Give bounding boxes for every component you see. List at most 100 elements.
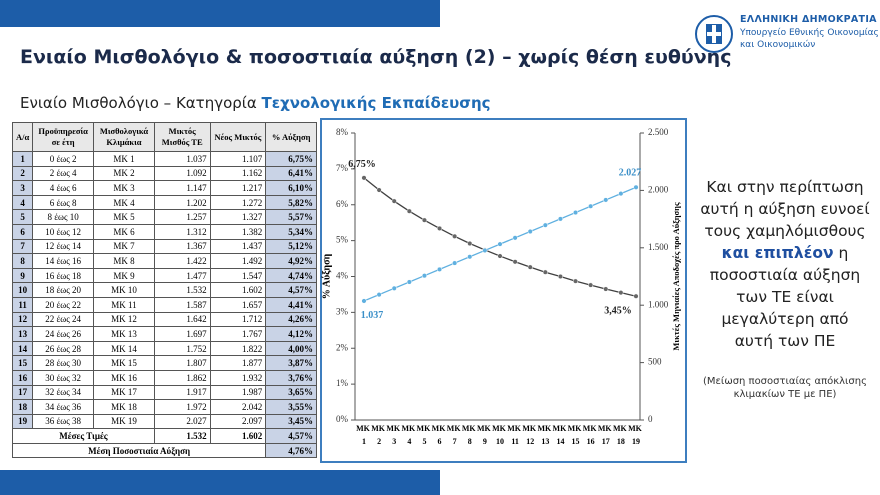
- data-point: [452, 260, 458, 266]
- y-axis-title: % Αύξηση: [321, 253, 332, 299]
- y2-tick-label: 1.500: [648, 242, 669, 252]
- data-point: [588, 282, 594, 288]
- table-cell: 10: [11, 282, 34, 298]
- data-point: [406, 208, 412, 214]
- data-point: [467, 240, 473, 247]
- y-tick-label: 0%: [336, 414, 349, 424]
- side-note-small: (Μείωση ποσοστιαίας απόκλισης κλιμακίων …: [703, 376, 867, 400]
- data-point: [361, 298, 367, 304]
- table-cell: 6,75%: [265, 151, 317, 167]
- table-row: 14 26 έως 28 ΜΚ 14 1.752 1.822 4,00%: [11, 340, 317, 357]
- logo-emblem: [695, 15, 733, 53]
- y2-tick-label: 1.000: [648, 299, 669, 309]
- table-row: Μέσες Τιμές 1.532 1.602 4,57%: [12, 428, 317, 444]
- data-point: [573, 278, 579, 284]
- table-cell: 5,82%: [265, 194, 317, 211]
- data-point: [376, 292, 382, 298]
- data-point: [603, 286, 609, 292]
- y-tick-label: 3%: [336, 306, 349, 316]
- table-cell: Α/α: [11, 122, 34, 152]
- data-point: [573, 210, 579, 216]
- y-tick-label: 6%: [336, 199, 349, 209]
- table-cell: 1.712: [209, 311, 267, 328]
- y2-tick-label: 500: [648, 357, 662, 367]
- subtitle-text: Ενιαίο Μισθολόγιο – Κατηγορία: [20, 94, 262, 112]
- data-point: [633, 184, 639, 190]
- table-row: 13 24 έως 26 ΜΚ 13 1.697 1.767 4,12%: [11, 326, 317, 342]
- table-cell: 1.382: [209, 223, 267, 240]
- data-point: [421, 217, 427, 223]
- table-cell: 9: [11, 267, 34, 284]
- data-label: 1.037: [361, 310, 384, 321]
- table-cell: % Αύξηση: [265, 122, 317, 152]
- table-cell: 3,76%: [265, 369, 317, 386]
- table-cell: 12: [11, 311, 34, 328]
- table-cell: 1.932: [209, 369, 267, 386]
- logo-line: Υπουργείο Εθνικής Οικονομίας: [740, 28, 879, 38]
- data-point: [361, 175, 367, 181]
- table-cell: Νέος Μικτός: [209, 122, 267, 152]
- data-point: [588, 203, 594, 209]
- data-label: 2.027: [619, 168, 642, 179]
- table-cell: 3: [11, 180, 34, 196]
- y2-tick-label: 2.500: [648, 127, 669, 137]
- chart-frame: [320, 118, 687, 463]
- x-tick-label: MK 15: [568, 424, 584, 446]
- data-point: [603, 197, 609, 203]
- data-point: [542, 269, 548, 275]
- x-tick-label: MK 9: [477, 424, 493, 446]
- data-point: [452, 233, 458, 239]
- table-cell: 6: [11, 223, 34, 240]
- table-cell: 4,12%: [265, 326, 317, 342]
- table-row: Μέση Ποσοστιαία Αύξηση 4,76%: [11, 442, 317, 459]
- data-point: [542, 222, 548, 228]
- data-point: [512, 235, 518, 241]
- data-point: [527, 228, 533, 235]
- table-cell: 1.437: [209, 238, 267, 255]
- subtitle-emphasis: Τεχνολογικής Εκπαίδευσης: [261, 94, 491, 112]
- note-text: η ποσοστιαία αύξηση των ΤΕ είναι μεγαλύτ…: [709, 244, 861, 350]
- y-tick-label: 7%: [336, 163, 349, 173]
- table-cell: Προϋπηρεσία σε έτη: [32, 122, 95, 152]
- table-cell: Μικτός Μισθός ΤΕ: [153, 122, 211, 152]
- table-row: 8 14 έως 16 ΜΚ 8 1.422 1.492 4,92%: [11, 253, 317, 269]
- data-point: [391, 198, 397, 204]
- subtitle: Ενιαίο Μισθολόγιο – Κατηγορία Τεχνολογικ…: [20, 94, 491, 112]
- x-tick-label: MK 19: [628, 424, 644, 446]
- y2-axis-title: Μικτές Μηνιαίες Αποδοχές προ Αύξησης: [671, 202, 681, 351]
- table-cell: 5: [11, 209, 34, 225]
- data-point: [618, 290, 624, 296]
- table-cell: 13: [11, 326, 34, 342]
- table-cell: 19: [11, 413, 34, 430]
- note-text: Και στην περίπτωση αυτή η αύξηση ευνοεί …: [700, 178, 870, 240]
- table-cell: 14: [11, 340, 34, 357]
- x-tick-label: MK 6: [432, 424, 448, 446]
- x-tick-label: MK 14: [553, 424, 569, 446]
- table-row: 19 36 έως 38 ΜΚ 19 2.027 2.097 3,45%: [11, 413, 317, 430]
- data-point: [527, 264, 533, 270]
- table-cell: 2: [11, 165, 34, 182]
- table-row: Α/α Προϋπηρεσία σε έτη Μισθολογικά Κλιμάκι…: [11, 122, 317, 152]
- logo-line: και Οικονομικών: [740, 40, 816, 50]
- table-cell: Μισθολογικά Κλιμάκια: [93, 122, 155, 152]
- table-cell: 8: [11, 253, 34, 269]
- x-tick-label: MK 12: [522, 424, 538, 446]
- data-point: [406, 279, 412, 285]
- x-tick-label: MK 10: [492, 424, 508, 446]
- table-row: 6 10 έως 12 ΜΚ 6 1.312 1.382 5,34%: [11, 223, 317, 240]
- emblem-cross: [707, 32, 721, 36]
- table-cell: 5,34%: [265, 223, 317, 240]
- table-row: 16 30 έως 32 ΜΚ 16 1.862 1.932 3,76%: [11, 369, 317, 386]
- table-cell: 5,57%: [265, 209, 317, 225]
- data-point: [467, 254, 473, 260]
- x-tick-label: MK 11: [507, 424, 523, 446]
- data-point: [618, 191, 624, 197]
- y-tick-label: 8%: [336, 127, 349, 137]
- x-tick-label: MK 17: [598, 424, 614, 446]
- x-tick-label: MK 18: [613, 424, 629, 446]
- table-cell: Μέση Ποσοστιαία Αύξηση: [11, 442, 267, 459]
- x-tick-label: MK 1: [356, 424, 372, 446]
- x-tick-label: MK 2: [371, 424, 387, 446]
